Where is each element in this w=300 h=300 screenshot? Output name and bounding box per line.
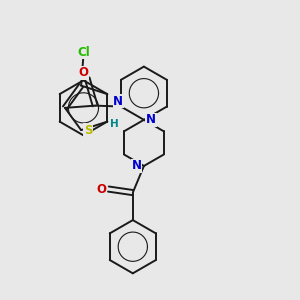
Text: S: S [84, 124, 92, 136]
Text: N: N [113, 95, 123, 108]
Text: H: H [110, 119, 119, 129]
Text: N: N [132, 160, 142, 172]
Text: Cl: Cl [77, 46, 90, 59]
Text: N: N [146, 113, 156, 126]
Text: O: O [97, 182, 107, 196]
Text: O: O [79, 66, 88, 79]
